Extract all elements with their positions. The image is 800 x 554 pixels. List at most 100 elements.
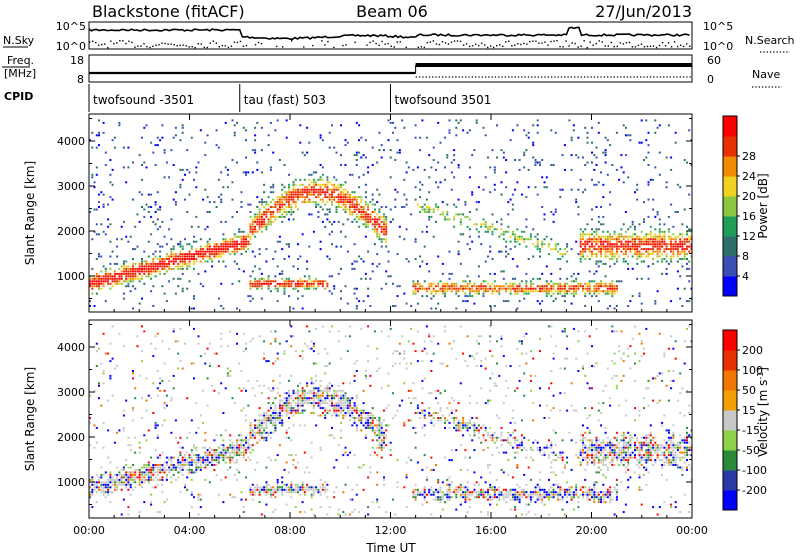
scatter-pixel [647, 233, 650, 236]
scatter-pixel [242, 248, 245, 251]
scatter-pixel [91, 131, 94, 134]
scatter-pixel [380, 429, 383, 432]
scatter-pixel [606, 238, 609, 241]
scatter-pixel [204, 260, 207, 263]
scatter-pixel [498, 250, 501, 253]
nsearch-point [435, 43, 438, 45]
scatter-pixel [229, 459, 232, 462]
scatter-pixel [658, 250, 661, 253]
scatter-pixel [425, 230, 428, 233]
scatter-pixel [349, 196, 351, 199]
scatter-pixel [233, 134, 236, 137]
scatter-pixel [236, 307, 238, 310]
scatter-pixel [143, 501, 146, 504]
scatter-pixel [197, 496, 200, 499]
scatter-pixel [308, 245, 311, 248]
scatter-pixel [326, 483, 329, 486]
scatter-pixel [312, 407, 315, 410]
scatter-pixel [457, 287, 460, 290]
scatter-pixel [484, 287, 487, 290]
scatter-pixel [174, 419, 177, 422]
scatter-pixel [251, 449, 254, 452]
scatter-pixel [231, 446, 234, 449]
scatter-pixel [398, 404, 401, 407]
scatter-pixel [634, 233, 636, 236]
scatter-pixel [226, 250, 229, 253]
scatter-pixel [143, 481, 146, 484]
nsearch-point [670, 46, 673, 48]
scatter-pixel [620, 250, 623, 253]
scatter-pixel [145, 471, 148, 474]
scatter-pixel [154, 255, 157, 258]
scatter-pixel [351, 488, 354, 491]
scatter-pixel [181, 272, 184, 275]
scatter-pixel [193, 258, 195, 260]
scatter-pixel [281, 476, 284, 479]
nsearch-point [254, 43, 257, 46]
scatter-pixel [618, 238, 621, 241]
scatter-pixel [600, 243, 602, 246]
scatter-pixel [387, 275, 390, 278]
nsearch-point [206, 46, 208, 49]
scatter-pixel [308, 399, 311, 402]
scatter-pixel [355, 493, 358, 496]
scatter-pixel [233, 233, 236, 236]
scatter-pixel [647, 255, 650, 258]
scatter-pixel [195, 250, 198, 253]
scatter-pixel [107, 429, 110, 432]
scatter-pixel [141, 270, 143, 273]
scatter-pixel [496, 124, 498, 127]
scatter-pixel [613, 230, 616, 233]
scatter-pixel [387, 119, 390, 122]
nsearch-label: N.Search [745, 34, 795, 47]
nsearch-point [393, 46, 395, 48]
scatter-pixel [303, 397, 306, 400]
scatter-pixel [331, 426, 333, 429]
scatter-pixel [570, 168, 573, 171]
scatter-pixel [292, 211, 295, 213]
scatter-pixel [588, 238, 591, 241]
scatter-pixel [174, 436, 177, 439]
scatter-pixel [122, 146, 125, 149]
scatter-pixel [593, 285, 596, 288]
scatter-pixel [267, 387, 270, 390]
scatter-pixel [337, 394, 340, 397]
scatter-pixel [681, 223, 684, 226]
scatter-pixel [364, 370, 367, 372]
scatter-pixel [373, 211, 376, 213]
scatter-pixel [584, 305, 587, 307]
scatter-pixel [238, 446, 241, 449]
scatter-pixel [269, 191, 272, 194]
scatter-pixel [502, 238, 505, 241]
scatter-pixel [217, 454, 220, 457]
scatter-pixel [676, 253, 679, 256]
scatter-pixel [640, 302, 643, 305]
scatter-pixel [165, 262, 168, 265]
scatter-pixel [437, 285, 440, 288]
date-title: 27/Jun/2013 [595, 2, 692, 21]
scatter-pixel [247, 441, 250, 444]
scatter-pixel [267, 414, 270, 417]
scatter-pixel [199, 238, 202, 241]
scatter-pixel [468, 280, 471, 283]
scatter-pixel [468, 235, 471, 238]
colorbar-segment [723, 136, 737, 157]
scatter-pixel [213, 468, 216, 471]
scatter-pixel [491, 282, 494, 285]
scatter-pixel [615, 280, 618, 283]
scatter-pixel [265, 488, 268, 491]
scatter-pixel [274, 397, 277, 400]
scatter-pixel [539, 161, 541, 164]
scatter-pixel [548, 287, 550, 290]
scatter-pixel [568, 290, 571, 293]
scatter-pixel [127, 436, 130, 439]
scatter-pixel [321, 483, 324, 486]
scatter-pixel [559, 290, 562, 293]
scatter-pixel [179, 466, 182, 469]
scatter-pixel [371, 198, 374, 201]
nsearch-point [423, 46, 426, 49]
scatter-pixel [602, 248, 605, 251]
scatter-pixel [104, 275, 107, 278]
cpid-segment-label: twofsound -3501 [93, 93, 194, 107]
scatter-pixel [403, 424, 406, 427]
